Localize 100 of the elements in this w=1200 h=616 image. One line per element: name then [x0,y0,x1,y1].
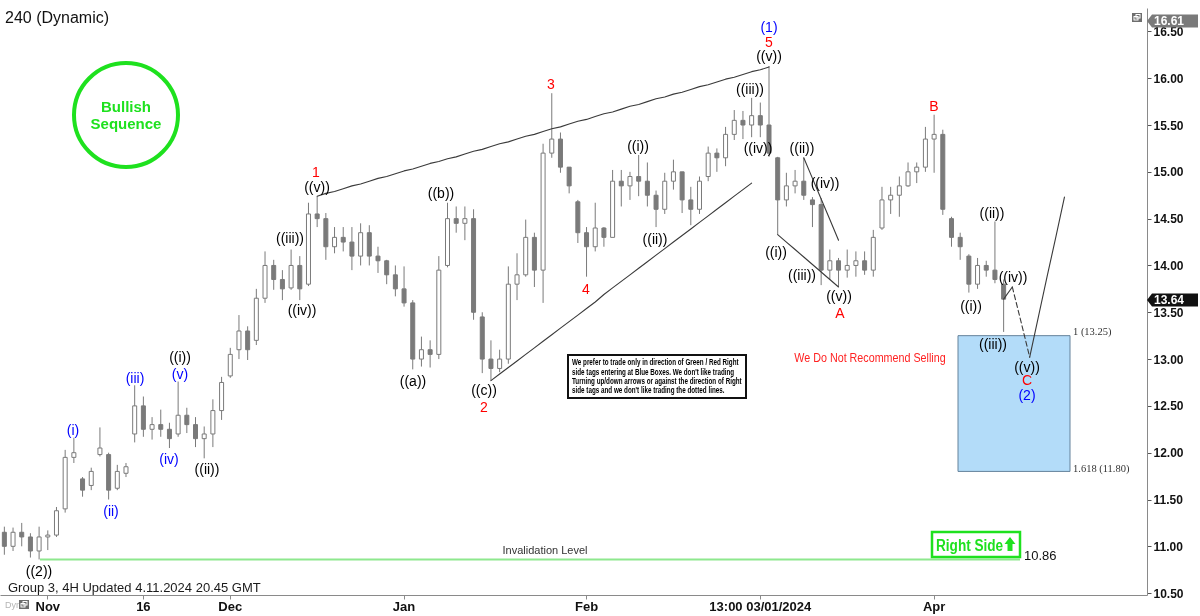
candlestick [80,476,86,498]
y-tick-label: 10.50 [1153,586,1184,601]
candlestick [19,522,25,547]
candlestick [149,416,155,441]
candlestick [427,339,433,368]
candlestick [731,109,737,141]
candlestick [584,226,590,278]
candlestick [618,169,624,207]
candlestick [114,464,120,491]
candlestick [288,249,294,291]
candlestick [358,222,364,266]
candlestick [827,249,833,280]
candlestick [644,161,650,207]
candlestick [714,147,720,173]
candlestick [340,226,346,252]
annotation: ((v)) [756,48,782,64]
candlestick [792,169,798,194]
annotation: ((2)) [25,563,53,579]
candlestick [71,437,77,464]
annotation: (ii) [103,503,119,519]
candlestick [992,220,998,284]
y-tick-label: 14.00 [1153,258,1184,273]
annotation: (i) [66,422,80,438]
x-tick-label: 16 [136,598,151,614]
annotation: 1.618 (11.80) [1073,462,1130,475]
annotation: ((iv)) [287,302,317,318]
candlestick [723,126,729,167]
candlestick [297,255,303,301]
line-series [803,157,840,241]
y-tick-label: 11.00 [1153,539,1184,554]
annotation: ((b)) [427,185,455,201]
y-tick-label: 16.00 [1153,71,1184,86]
annotation: ((v)) [826,288,852,304]
x-tick-label: Jan [392,598,416,614]
text: 13.64 [1154,293,1185,307]
annotation: 5 [765,34,774,50]
annotation: Group 3, 4H Updated 4.11.2024 20.45 GMT [8,579,261,595]
candlestick [27,532,33,559]
candlestick [36,526,42,560]
candlestick [740,110,746,140]
candlestick [349,226,355,271]
y-tick-label: 14.50 [1153,212,1184,227]
candlestick [592,202,598,252]
candlestick [757,102,763,138]
annotation: 2 [480,399,489,415]
candlestick [514,252,520,301]
candlestick [366,224,372,266]
y-tick-label: 15.00 [1153,165,1184,180]
annotation: 1 (13.25) [1073,325,1112,338]
candlestick [931,114,937,174]
x-tick-label: Apr [922,598,946,614]
x-tick-label: Dec [218,598,243,614]
candlestick [175,381,181,438]
annotation: ((iii)) [788,267,816,283]
candlestick [1,526,7,556]
candlestick [210,398,216,448]
candlestick [140,396,146,438]
candlestick [636,154,642,197]
candlestick [497,349,503,373]
candlestick [401,265,407,308]
annotation: (iii) [125,370,145,386]
annotation: ((iii)) [736,81,764,97]
annotation: A [835,305,846,321]
candlestick [88,467,94,491]
candlestick [566,166,572,194]
annotation: We Do Not Recommend Selling [794,350,946,364]
candlestick [888,186,894,215]
candlestick [801,157,807,201]
candlestick [957,232,963,261]
annotation: ((i)) [765,244,787,260]
candlestick [653,190,659,228]
candlestick [462,205,468,241]
annotation: ((ii)) [789,140,815,156]
y-tick-label: 12.00 [1153,446,1184,461]
candlestick [627,171,633,201]
x-tick-label: 13:00 03/01/2024 [709,598,813,614]
candlestick [236,314,242,360]
annotation: ((i)) [627,138,649,154]
annotation: ((c)) [471,382,497,398]
candlestick [601,226,607,248]
candlestick [45,529,51,551]
x-tick-label: Feb [574,598,599,614]
annotation: (v) [171,366,189,382]
y-tick-label: 15.50 [1153,118,1184,133]
annotation: ((iv)) [810,175,840,191]
candlestick [914,161,920,184]
candlestick [375,246,381,274]
candlestick [332,226,338,254]
annotation: ((i)) [169,349,191,365]
candlestick [97,426,103,457]
candlestick [158,409,164,438]
annotation: (iv) [159,451,179,467]
annotation: B [929,98,939,114]
annotation: ((iv)) [743,140,773,156]
ref-line-label: Invalidation Level [502,544,588,557]
annotation: ((iii)) [979,336,1007,352]
annotation: ((iv)) [998,269,1028,285]
candlestick [905,161,911,188]
annotation: Bullish Sequence [90,98,162,132]
annotation: ((ii)) [979,205,1005,221]
